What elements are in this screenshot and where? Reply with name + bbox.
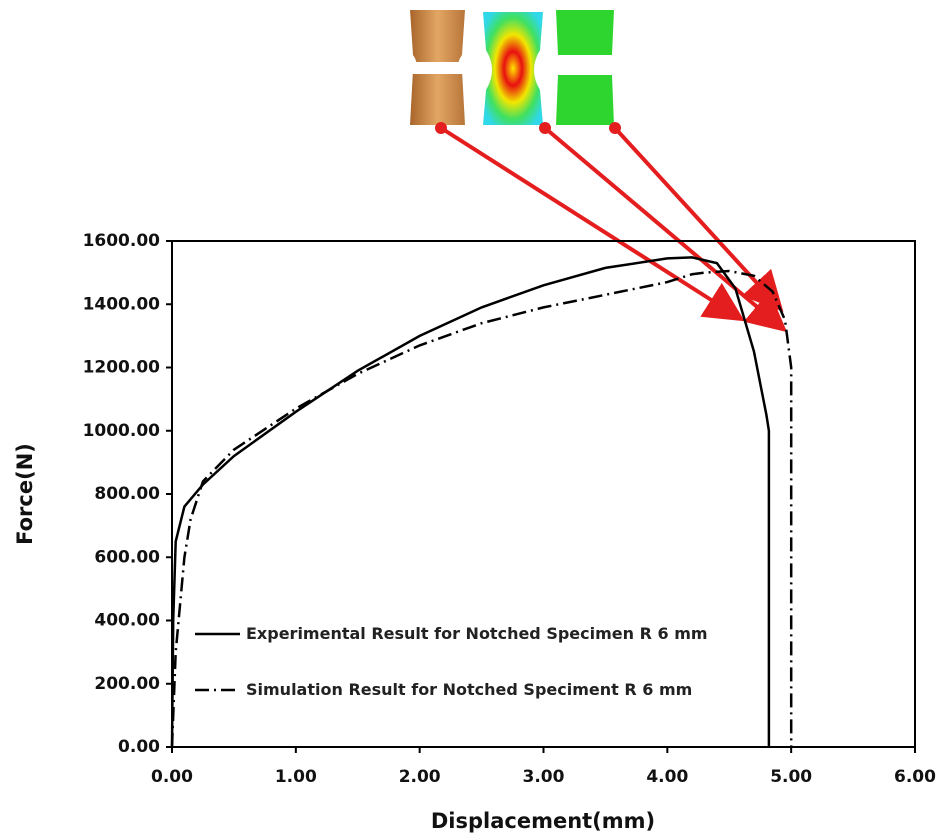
data-line — [170, 269, 793, 748]
y-tick-label: 0.00 — [118, 737, 160, 757]
y-tick-label: 400.00 — [94, 611, 160, 631]
y-tick-label: 1600.00 — [83, 231, 161, 251]
y-tick-label: 1000.00 — [83, 421, 161, 441]
y-axis-label: Force(N) — [13, 443, 37, 545]
x-tick-label: 5.00 — [770, 767, 812, 787]
x-tick-label: 1.00 — [275, 767, 317, 787]
plot-frame — [171, 240, 916, 748]
legend-label: Simulation Result for Notched Speciment … — [246, 680, 693, 699]
specimen-images — [408, 10, 614, 125]
x-tick-label: 0.00 — [151, 767, 193, 787]
x-tick-label: 4.00 — [646, 767, 688, 787]
annotation-arrows — [435, 122, 788, 333]
x-axis-label: Displacement(mm) — [431, 809, 655, 833]
legend-label: Experimental Result for Notched Specimen… — [246, 624, 708, 643]
x-tick-label: 3.00 — [523, 767, 565, 787]
x-tick-label: 2.00 — [399, 767, 441, 787]
y-tick-label: 1200.00 — [83, 358, 161, 378]
data-line — [170, 256, 771, 748]
y-tick-label: 1400.00 — [83, 294, 161, 314]
y-tick-label: 800.00 — [94, 484, 160, 504]
x-tick-label: 6.00 — [894, 767, 936, 787]
y-tick-label: 600.00 — [94, 547, 160, 567]
y-tick-label: 200.00 — [94, 674, 160, 694]
